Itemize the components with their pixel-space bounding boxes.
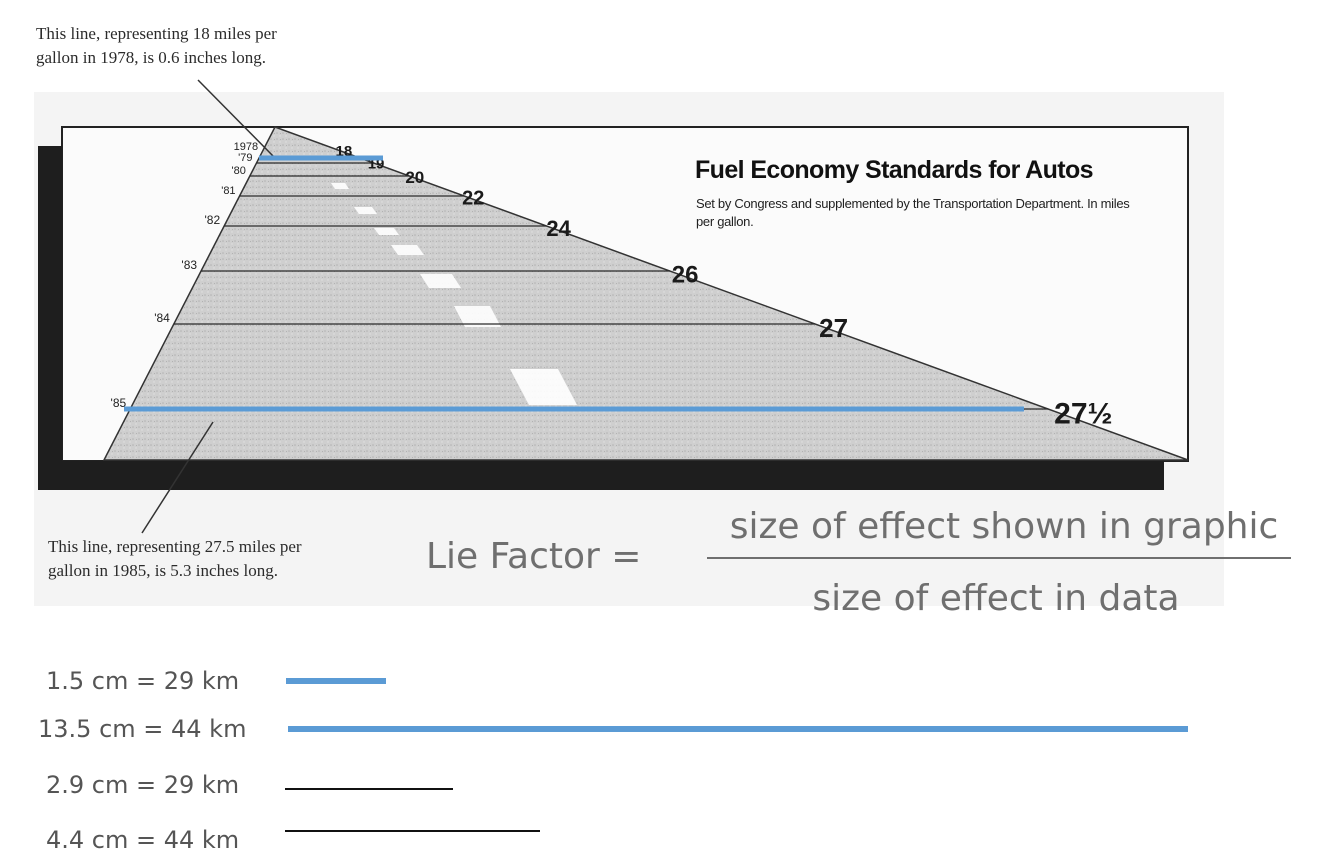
chart-title: Fuel Economy Standards for Autos: [695, 156, 1094, 184]
road-shape: [102, 126, 1189, 461]
value-label: 22: [462, 188, 484, 210]
lane-dashes: [331, 183, 577, 405]
year-label: '82: [205, 213, 221, 227]
chart-base: [38, 461, 1164, 490]
comparison-line-4: [285, 830, 540, 832]
lie-factor-label: Lie Factor =: [426, 536, 642, 577]
year-label: 1978: [234, 141, 258, 153]
leader-line-top: [197, 79, 276, 159]
chart-wall: [38, 146, 62, 490]
value-label: 20: [405, 168, 424, 187]
year-label: '84: [154, 311, 170, 325]
lie-factor-numerator: size of effect shown in graphic: [729, 506, 1279, 547]
annotation-bottom: This line, representing 27.5 miles per g…: [48, 537, 302, 580]
leader-line-bottom: [141, 421, 214, 534]
comparison-label-4: 4.4 cm = 44 km: [46, 826, 240, 854]
lie-factor-fraction-bar: [707, 557, 1291, 559]
comparison-label-1: 1.5 cm = 29 km: [46, 667, 240, 695]
chart-subtitle: Set by Congress and supplemented by the …: [696, 196, 1130, 229]
comparison-line-1: [286, 678, 386, 684]
fuel-economy-chart: 1978 18'79 19'80 20'81 22'82 24'83 26'84 27'85 2…: [34, 79, 1224, 606]
value-label: 27½: [1054, 398, 1112, 431]
annotation-top: This line, representing 18 miles per gal…: [36, 24, 277, 67]
value-label: 24: [546, 216, 571, 241]
value-label: 26: [672, 262, 699, 289]
year-label: '79: [238, 152, 252, 164]
year-label: '80: [231, 165, 245, 177]
comparison-line-3: [285, 788, 453, 790]
year-label: '81: [221, 185, 235, 197]
lie-factor-denominator: size of effect in data: [812, 578, 1180, 619]
year-label: '83: [181, 258, 197, 272]
comparison-label-3: 2.9 cm = 29 km: [46, 771, 240, 799]
value-label: 27: [819, 313, 848, 343]
year-label: '85: [111, 396, 127, 410]
comparison-label-2: 13.5 cm = 44 km: [38, 715, 247, 743]
comparison-line-2: [288, 726, 1188, 732]
